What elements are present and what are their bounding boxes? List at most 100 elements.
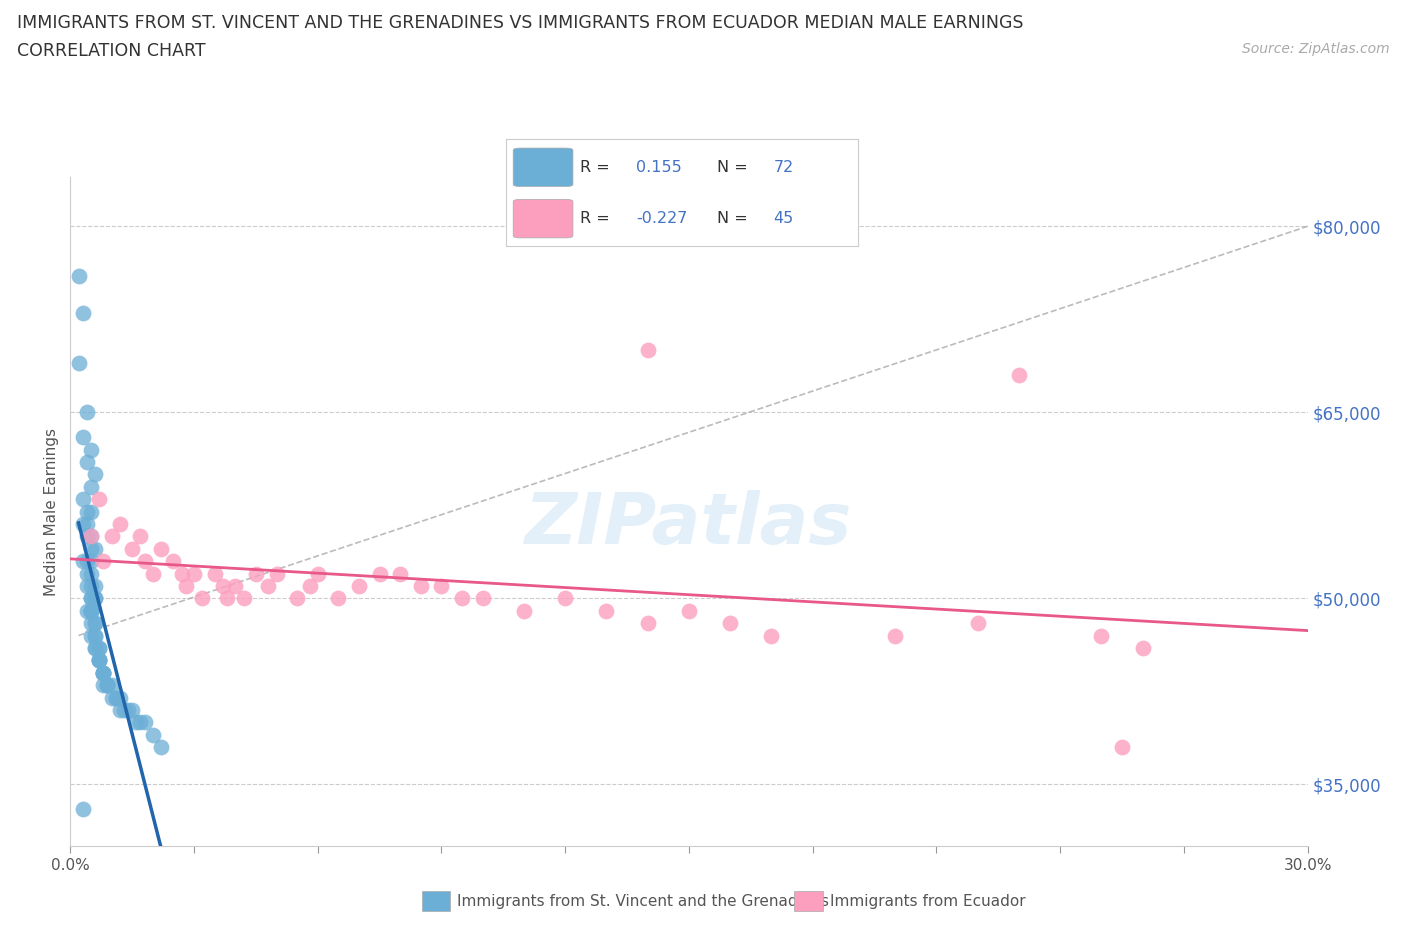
Point — [389, 566, 412, 581]
Point — [215, 591, 238, 605]
Point — [80, 479, 103, 494]
Point — [80, 628, 103, 643]
Point — [84, 628, 107, 643]
Point — [80, 616, 103, 631]
Point — [761, 628, 783, 643]
Point — [430, 578, 453, 593]
Point — [142, 727, 165, 742]
Point — [108, 702, 131, 717]
Point — [76, 405, 98, 419]
Point — [84, 641, 107, 656]
Point — [84, 616, 107, 631]
Point — [108, 690, 131, 705]
FancyBboxPatch shape — [513, 199, 574, 238]
Point — [96, 678, 118, 693]
Point — [174, 578, 197, 593]
Point — [637, 343, 659, 358]
Point — [298, 578, 321, 593]
Text: 45: 45 — [773, 211, 793, 226]
Point — [80, 604, 103, 618]
Point — [1008, 367, 1031, 382]
Point — [72, 516, 94, 531]
Point — [100, 690, 122, 705]
Text: -0.227: -0.227 — [636, 211, 688, 226]
Point — [328, 591, 350, 605]
Point — [285, 591, 308, 605]
Point — [89, 641, 111, 656]
Point — [117, 702, 139, 717]
Point — [80, 578, 103, 593]
Y-axis label: Median Male Earnings: Median Male Earnings — [44, 428, 59, 595]
Text: R =: R = — [579, 211, 614, 226]
Point — [637, 616, 659, 631]
Point — [80, 541, 103, 556]
Point — [84, 591, 107, 605]
Point — [134, 553, 156, 568]
Point — [1111, 739, 1133, 754]
Point — [72, 492, 94, 507]
Point — [204, 566, 226, 581]
Point — [67, 355, 90, 370]
Point — [471, 591, 494, 605]
Point — [91, 678, 114, 693]
Point — [84, 578, 107, 593]
Point — [121, 541, 143, 556]
Point — [96, 678, 118, 693]
FancyBboxPatch shape — [513, 148, 574, 187]
Point — [183, 566, 205, 581]
Text: Source: ZipAtlas.com: Source: ZipAtlas.com — [1241, 42, 1389, 56]
Point — [80, 553, 103, 568]
Point — [307, 566, 329, 581]
Point — [96, 678, 118, 693]
Point — [91, 665, 114, 680]
Point — [76, 516, 98, 531]
Text: IMMIGRANTS FROM ST. VINCENT AND THE GRENADINES VS IMMIGRANTS FROM ECUADOR MEDIAN: IMMIGRANTS FROM ST. VINCENT AND THE GREN… — [17, 14, 1024, 32]
Point — [72, 306, 94, 321]
Point — [257, 578, 280, 593]
Point — [80, 604, 103, 618]
Point — [67, 269, 90, 284]
Point — [76, 455, 98, 470]
Point — [513, 604, 536, 618]
Point — [84, 616, 107, 631]
Point — [150, 541, 173, 556]
Text: 0.155: 0.155 — [636, 160, 682, 175]
Point — [129, 529, 152, 544]
Point — [80, 529, 103, 544]
Point — [84, 641, 107, 656]
Text: CORRELATION CHART: CORRELATION CHART — [17, 42, 205, 60]
Point — [125, 715, 148, 730]
Point — [142, 566, 165, 581]
Point — [966, 616, 988, 631]
Point — [89, 653, 111, 668]
Point — [347, 578, 370, 593]
Point — [80, 504, 103, 519]
Text: N =: N = — [717, 160, 754, 175]
Point — [80, 604, 103, 618]
Point — [89, 492, 111, 507]
Point — [1090, 628, 1112, 643]
Point — [80, 591, 103, 605]
Point — [91, 665, 114, 680]
Point — [76, 529, 98, 544]
Point — [451, 591, 474, 605]
Point — [76, 553, 98, 568]
Point — [368, 566, 391, 581]
Point — [678, 604, 700, 618]
Point — [554, 591, 576, 605]
Point — [100, 529, 122, 544]
Point — [91, 665, 114, 680]
Point — [91, 665, 114, 680]
Point — [89, 653, 111, 668]
Point — [245, 566, 267, 581]
Point — [72, 430, 94, 445]
Point — [84, 628, 107, 643]
Point — [76, 566, 98, 581]
Point — [84, 541, 107, 556]
Point — [89, 653, 111, 668]
Point — [80, 566, 103, 581]
Point — [76, 578, 98, 593]
Point — [104, 690, 127, 705]
Point — [129, 715, 152, 730]
Point — [72, 553, 94, 568]
